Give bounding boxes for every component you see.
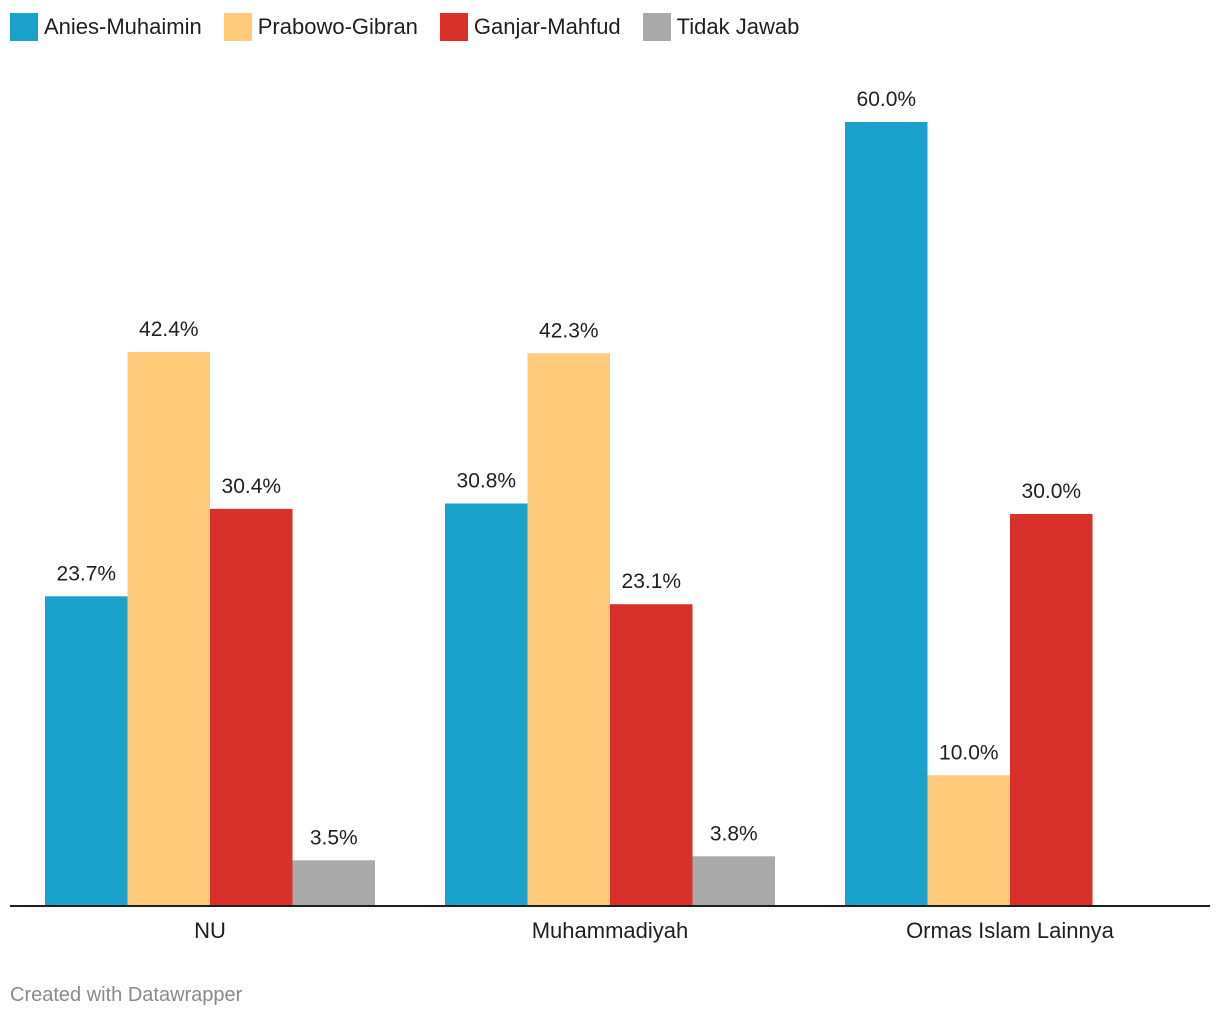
bar-nu-ganjar-mahfud: [210, 508, 293, 906]
value-label-muhammadiyah-tidak-jawab: 3.8%: [710, 822, 758, 845]
bar-muhammadiyah-prabowo-gibran: [527, 353, 610, 906]
value-label-muhammadiyah-ganjar-mahfud: 23.1%: [622, 570, 682, 593]
bar-ormas-islam-lainnya-anies-muhaimin: [845, 122, 928, 906]
chart-legend: Anies-Muhaimin Prabowo-Gibran Ganjar-Mahfu…: [10, 12, 821, 42]
legend-label-prabowo-gibran: Prabowo-Gibran: [257, 14, 418, 39]
footer-credit: Created with Datawrapper: [10, 984, 243, 1006]
legend-swatch-prabowo-gibran: [223, 13, 252, 41]
category-label-ormas-islam-lainnya: Ormas Islam Lainnya: [906, 918, 1115, 943]
bar-nu-anies-muhaimin: [45, 596, 128, 906]
category-label-nu: NU: [194, 918, 226, 943]
bar-muhammadiyah-tidak-jawab: [692, 856, 775, 906]
legend-item-anies-muhaimin: Anies-Muhaimin: [10, 13, 202, 41]
legend-swatch-ganjar-mahfud: [439, 13, 468, 41]
value-label-ormas-islam-lainnya-ganjar-mahfud: 30.0%: [1022, 480, 1082, 503]
value-label-nu-tidak-jawab: 3.5%: [310, 826, 358, 849]
bar-nu-prabowo-gibran: [127, 352, 210, 906]
legend-item-ganjar-mahfud: Ganjar-Mahfud: [439, 13, 621, 41]
bar-muhammadiyah-ganjar-mahfud: [610, 604, 693, 906]
bar-muhammadiyah-anies-muhaimin: [445, 503, 528, 906]
value-label-ormas-islam-lainnya-anies-muhaimin: 60.0%: [857, 88, 917, 111]
legend-swatch-anies-muhaimin: [10, 13, 38, 41]
value-label-nu-ganjar-mahfud: 30.4%: [222, 475, 282, 498]
legend-label-ganjar-mahfud: Ganjar-Mahfud: [473, 14, 621, 39]
value-label-nu-anies-muhaimin: 23.7%: [57, 562, 117, 585]
legend-swatch-tidak-jawab: [642, 13, 671, 41]
legend-item-tidak-jawab: Tidak Jawab: [642, 13, 800, 41]
category-label-muhammadiyah: Muhammadiyah: [532, 918, 689, 943]
bar-ormas-islam-lainnya-prabowo-gibran: [927, 775, 1010, 906]
legend-item-prabowo-gibran: Prabowo-Gibran: [223, 13, 418, 41]
value-label-muhammadiyah-prabowo-gibran: 42.3%: [539, 319, 599, 342]
value-label-nu-prabowo-gibran: 42.4%: [139, 318, 199, 341]
legend-label-anies-muhaimin: Anies-Muhaimin: [44, 14, 202, 39]
legend-label-tidak-jawab: Tidak Jawab: [676, 14, 800, 39]
bar-ormas-islam-lainnya-ganjar-mahfud: [1010, 514, 1093, 906]
value-label-ormas-islam-lainnya-prabowo-gibran: 10.0%: [939, 741, 999, 764]
bar-nu-tidak-jawab: [292, 860, 375, 906]
value-label-muhammadiyah-anies-muhaimin: 30.8%: [457, 470, 517, 493]
